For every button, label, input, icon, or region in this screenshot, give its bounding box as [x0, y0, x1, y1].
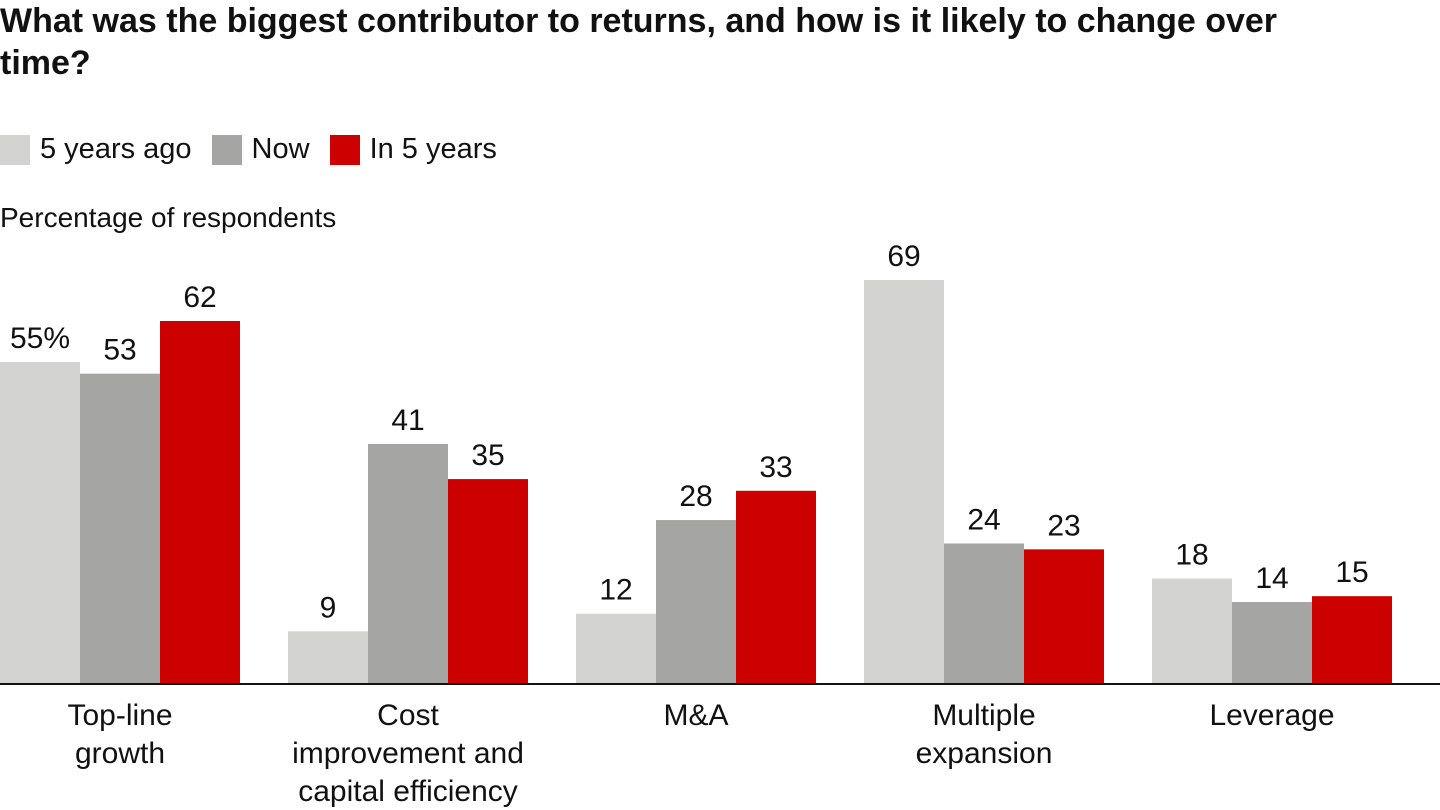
- data-label: 9: [320, 591, 337, 624]
- x-tick-label: Leverage: [1209, 699, 1334, 732]
- bar: [576, 613, 656, 684]
- chart-title: What was the biggest contributor to retu…: [0, 2, 1278, 82]
- legend-swatch: [211, 134, 242, 165]
- bar: [944, 543, 1024, 684]
- data-label: 62: [183, 281, 216, 314]
- legend-item: 5 years ago: [0, 133, 192, 166]
- legend-label: Now: [251, 133, 310, 165]
- data-label: 14: [1255, 562, 1288, 595]
- data-label: 23: [1047, 509, 1080, 542]
- bar: [288, 631, 368, 684]
- bar: [448, 479, 528, 684]
- data-label: 12: [599, 574, 632, 607]
- data-label: 24: [967, 503, 1000, 536]
- bar: [0, 361, 80, 684]
- x-tick-label: Cost: [377, 699, 439, 732]
- x-tick-label: M&A: [663, 699, 728, 732]
- data-label: 69: [887, 240, 920, 273]
- data-label: 41: [391, 404, 424, 437]
- bar: [1024, 549, 1104, 684]
- data-label: 15: [1335, 556, 1368, 589]
- data-label: 53: [103, 334, 136, 367]
- legend-label: In 5 years: [369, 133, 497, 165]
- data-label: 18: [1175, 539, 1208, 572]
- x-tick-label: improvement and: [292, 737, 524, 770]
- x-tick-label: growth: [75, 737, 165, 770]
- data-label: 33: [759, 451, 792, 484]
- data-label: 35: [471, 439, 504, 472]
- legend-label: 5 years ago: [40, 133, 192, 165]
- legend-swatch: [0, 134, 30, 165]
- bar: [656, 520, 736, 684]
- data-label: 28: [679, 480, 712, 513]
- chart-subtitle: Percentage of respondents: [0, 202, 337, 233]
- bar: [1152, 578, 1232, 684]
- legend-swatch: [329, 134, 360, 165]
- x-tick-label: Top-line: [67, 699, 172, 732]
- bar: [736, 490, 816, 684]
- data-label: 55%: [10, 322, 70, 355]
- bar: [368, 443, 448, 684]
- bar: [80, 373, 160, 684]
- bar: [1312, 596, 1392, 684]
- legend: 5 years ago Now In 5 years: [0, 133, 517, 166]
- x-tick-label: Multiple: [932, 699, 1035, 732]
- legend-item: Now: [211, 133, 310, 166]
- bar: [864, 280, 944, 684]
- legend-item: In 5 years: [329, 133, 497, 166]
- bar: [1232, 602, 1312, 684]
- x-tick-label: expansion: [916, 737, 1053, 770]
- bar: [160, 320, 240, 684]
- x-tick-label: capital efficiency: [298, 775, 518, 808]
